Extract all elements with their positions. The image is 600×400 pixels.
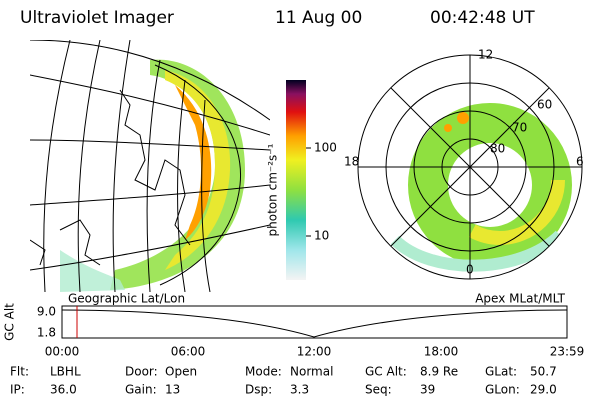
info-value: Open	[165, 365, 197, 379]
altitude-xtick-label: 12:00	[297, 345, 332, 359]
colorbar	[286, 80, 306, 280]
info-value: 8.9 Re	[420, 365, 458, 379]
info-label: Dsp:	[245, 383, 272, 397]
colorbar-tick-label: 100	[314, 141, 337, 155]
info-value: Normal	[290, 365, 333, 379]
altitude-ylabel: GC Alt	[3, 303, 17, 341]
info-panel: Flt: LBHL Door: Open Mode: Normal GC Alt: 8.9 R…	[10, 365, 557, 397]
mlat-label: 70	[512, 121, 527, 135]
polar-image	[390, 103, 572, 272]
altitude-xtick-label: 00:00	[45, 345, 80, 359]
colorbar-tick-label: 10	[314, 229, 329, 243]
info-value: 13	[165, 383, 180, 397]
date: 11 Aug 00	[275, 8, 362, 28]
mlt-label: 0	[466, 263, 474, 277]
mlt-label: 12	[478, 48, 493, 62]
info-label: Flt:	[10, 365, 29, 379]
info-value: 3.3	[290, 383, 309, 397]
info-label: Door:	[125, 365, 158, 379]
altitude-xtick-label: 18:00	[424, 345, 459, 359]
info-label: IP:	[10, 383, 25, 397]
altitude-ytick-label: 1.8	[37, 326, 56, 340]
mlt-label: 6	[576, 155, 584, 169]
info-label: GLat:	[485, 365, 517, 379]
mlat-label: 80	[490, 142, 505, 156]
title: Ultraviolet Imager	[20, 8, 174, 28]
mlat-label: 60	[537, 98, 552, 112]
info-value: 50.7	[530, 365, 557, 379]
map-label: Geographic Lat/Lon	[68, 292, 185, 306]
info-value: 39	[420, 383, 435, 397]
info-value: 36.0	[50, 383, 77, 397]
info-label: GLon:	[485, 383, 520, 397]
altitude-xtick-label: 06:00	[171, 345, 206, 359]
polar-label: Apex MLat/MLT	[475, 292, 565, 306]
mlt-label: 18	[344, 155, 359, 169]
info-value: 29.0	[530, 383, 557, 397]
altitude-frame	[61, 305, 568, 339]
info-label: Mode:	[245, 365, 282, 379]
altitude-xtick-label: 23:59	[550, 345, 585, 359]
info-label: Gain:	[125, 383, 157, 397]
altitude-ytick-label: 9.0	[37, 305, 56, 319]
time: 00:42:48 UT	[430, 8, 535, 28]
info-label: GC Alt:	[365, 365, 407, 379]
polar-grid	[357, 54, 583, 280]
colorbar-label: photon cm⁻²s⁻¹	[266, 143, 280, 236]
info-value: LBHL	[50, 365, 81, 379]
info-label: Seq:	[365, 383, 392, 397]
map	[30, 40, 270, 292]
altitude-curve	[61, 309, 568, 338]
